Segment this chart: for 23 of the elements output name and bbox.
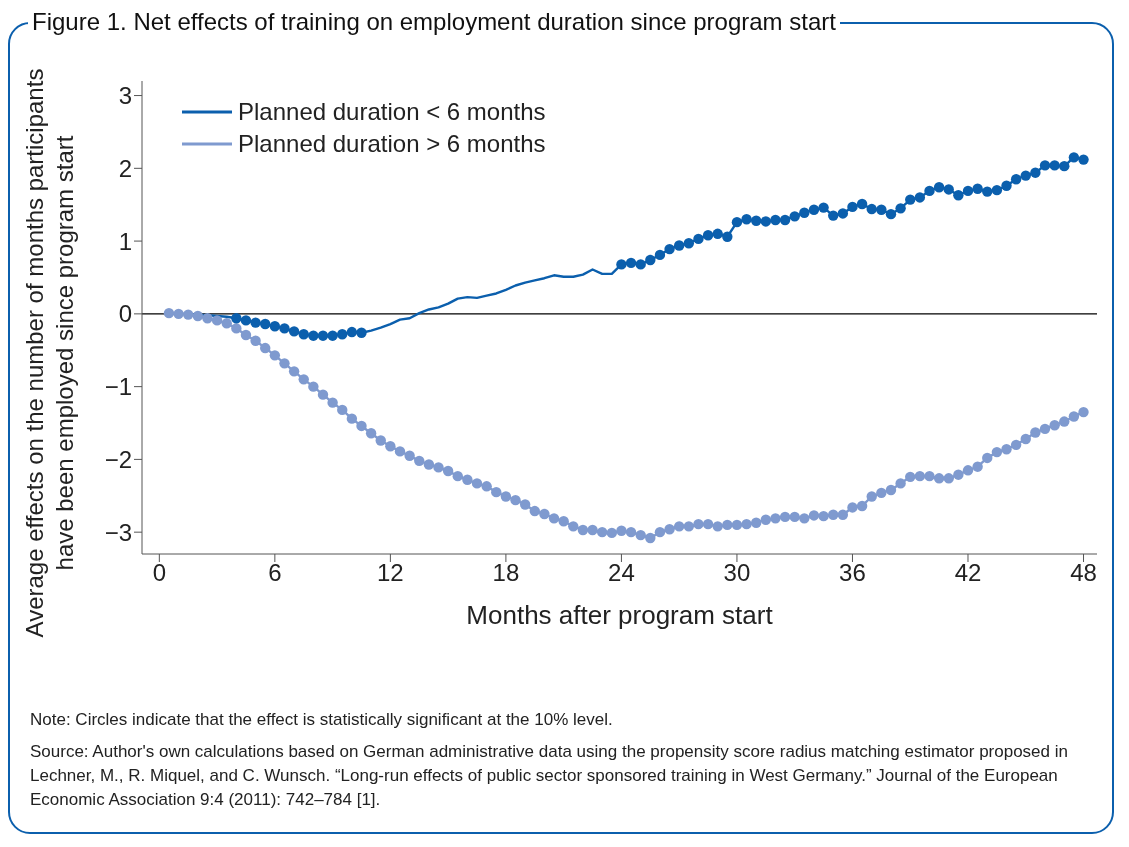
x-tick-label: 12 <box>377 559 404 587</box>
y-tick-label: 1 <box>118 227 132 255</box>
x-tick-label: 6 <box>268 559 282 587</box>
legend-label: Planned duration < 6 months <box>238 98 546 126</box>
x-tick-label: 48 <box>1070 559 1097 587</box>
chart-title: Figure 1. Net effects of training on employment duration since program start <box>28 8 840 36</box>
y-tick-label: 2 <box>118 154 132 182</box>
x-axis-title: Months after program start <box>466 600 774 630</box>
x-tick-label: 0 <box>152 559 167 587</box>
x-tick-label: 42 <box>954 559 982 587</box>
x-tick-label: 30 <box>723 559 751 587</box>
text: Note: Circles indicate that the effect is statistically significant at the 10% level. <box>30 709 614 731</box>
x-tick-label: 18 <box>492 559 520 587</box>
x-tick-label: 36 <box>839 559 866 587</box>
y-tick-label: −3 <box>104 518 132 546</box>
legend-label: Planned duration > 6 months <box>238 130 546 158</box>
source-note: Source: Author's own calculations based on German administrative data using the propensity score radius matching estimator proposed in Lechner, M., R. Miquel, and C. Wunsch. “Long-run effects of public sector sponsored training in West Germany.” Journal of the European Economic Association 9:4 (2011): 742–784 [1]. <box>30 741 1069 811</box>
y-axis-title: Average effects on the number of months participants have been employed since program start <box>20 68 79 637</box>
y-tick-label: 3 <box>118 82 132 110</box>
y-tick-label: 0 <box>118 300 132 328</box>
y-tick-label: −2 <box>104 445 132 473</box>
x-tick-label: 24 <box>608 559 635 587</box>
y-tick-label: −1 <box>104 373 132 401</box>
